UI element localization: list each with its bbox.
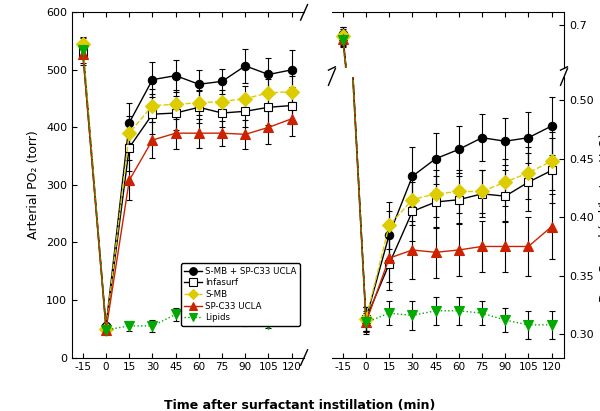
Y-axis label: Arterial PO₂ (torr): Arterial PO₂ (torr) (28, 131, 40, 239)
Text: Time after surfactant instillation (min): Time after surfactant instillation (min) (164, 399, 436, 411)
Legend: S-MB + SP-C33 UCLA, Infasurf, S-MB, SP-C33 UCLA, Lipids: S-MB + SP-C33 UCLA, Infasurf, S-MB, SP-C… (181, 263, 300, 326)
Y-axis label: Dyn Compl (ml/kg/cm H₂O): Dyn Compl (ml/kg/cm H₂O) (599, 133, 600, 302)
